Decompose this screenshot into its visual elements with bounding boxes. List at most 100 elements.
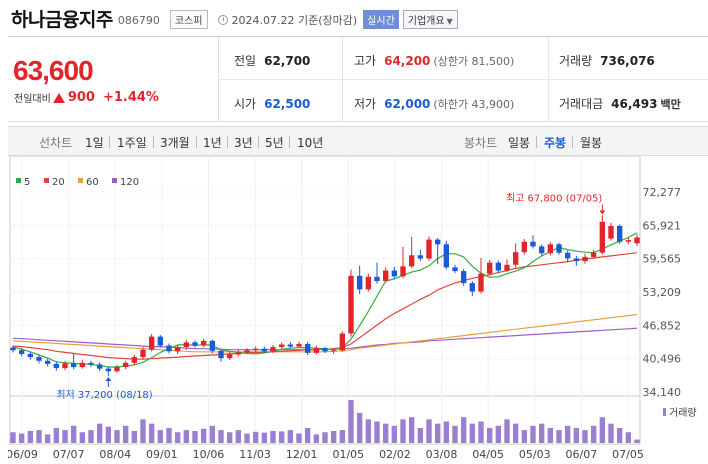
candle-body xyxy=(608,225,614,239)
candle-body xyxy=(634,237,640,244)
volume-label: 거래량 xyxy=(669,407,697,419)
reference-date: 2024.07.22 기준(장마감) xyxy=(231,13,358,27)
volume-bar xyxy=(278,431,285,443)
legend-item: 120 xyxy=(120,177,139,188)
company-info-dropdown[interactable]: 기업개요 ▼ xyxy=(402,10,458,29)
candle-body xyxy=(460,271,467,284)
candle-body xyxy=(486,262,493,274)
volume-bar xyxy=(495,425,502,443)
legend-item: 60 xyxy=(86,177,99,188)
candle-body xyxy=(148,336,155,350)
volume-bar xyxy=(96,423,103,443)
volume-bar xyxy=(512,423,519,443)
volume-bar xyxy=(88,430,94,443)
candle-body xyxy=(244,350,250,353)
candle-body xyxy=(564,252,571,259)
company-info-label: 기업개요 xyxy=(407,16,445,27)
amount-unit: 백만 xyxy=(660,97,681,111)
x-tick-label: 07/07 xyxy=(53,448,85,461)
tab-3y[interactable]: 3년 xyxy=(234,136,253,150)
volume-bar xyxy=(365,419,372,443)
candle-body xyxy=(582,256,588,262)
candle-body xyxy=(313,348,320,353)
volume-bar xyxy=(10,432,16,443)
stat-value: 736,076 xyxy=(600,53,655,68)
tab-daily[interactable]: 일봉 xyxy=(508,136,531,150)
x-tick-label: 08/04 xyxy=(99,448,131,461)
candle-body xyxy=(330,350,337,352)
candle-body xyxy=(105,368,112,372)
volume-bar xyxy=(79,432,86,443)
divider xyxy=(196,136,197,148)
x-tick-label: 06/09 xyxy=(8,448,38,461)
stat-volume: 거래량 736,076 xyxy=(559,52,655,69)
stock-name: 하나금융지주 xyxy=(11,8,113,31)
tab-1y[interactable]: 1년 xyxy=(203,136,222,150)
candle-body xyxy=(18,350,25,354)
low-arrow-head xyxy=(105,376,112,381)
volume-bar xyxy=(270,430,276,443)
volume-bar xyxy=(530,425,536,443)
x-tick-label: 07/05 xyxy=(612,448,644,461)
candle-body xyxy=(192,342,198,346)
volume-bar xyxy=(486,427,493,443)
stock-header: 하나금융지주 086790 코스피 2024.07.22 기준(장마감) 실시간… xyxy=(0,0,708,36)
volume-bar xyxy=(426,419,432,443)
stat-label: 저가 xyxy=(354,97,377,111)
chart-period-tabs: 선차트 1일 1주일 3개월 1년 3년 5년 10년 봉차트 일봉 주봉 월봉 xyxy=(8,126,708,156)
legend-swatch xyxy=(112,178,117,183)
stat-label: 거래량 xyxy=(559,54,593,68)
candle-body xyxy=(235,352,242,355)
candle-body xyxy=(200,340,207,346)
volume-bar xyxy=(339,430,346,443)
stat-label: 시가 xyxy=(234,97,257,111)
x-tick-label: 09/01 xyxy=(146,448,178,461)
tab-3m[interactable]: 3개월 xyxy=(160,136,190,150)
tab-monthly[interactable]: 월봉 xyxy=(580,136,603,150)
stock-chart[interactable]: 72,277 65,921 59,565 53,209 46,852 40,496 34,1… xyxy=(8,156,708,464)
tab-1d[interactable]: 1일 xyxy=(85,136,104,150)
candle-body xyxy=(556,244,562,253)
candle-body xyxy=(322,348,328,352)
candle-body xyxy=(625,240,632,242)
candle-body xyxy=(261,348,268,352)
divider xyxy=(219,79,708,80)
x-tick-label: 04/05 xyxy=(472,448,504,461)
stat-value: 62,000 xyxy=(384,96,431,111)
candle-body xyxy=(391,270,398,277)
stat-label: 거래대금 xyxy=(559,97,604,111)
volume-legend-swatch xyxy=(663,408,666,416)
candle-body xyxy=(374,276,380,282)
volume-bar xyxy=(235,430,242,443)
candle-body xyxy=(226,354,233,359)
current-price: 63,600 xyxy=(13,55,94,86)
candle-body xyxy=(504,264,510,271)
volume-bar xyxy=(469,423,476,443)
realtime-button[interactable]: 실시간 xyxy=(363,10,399,29)
volume-bar xyxy=(408,417,415,443)
volume-bar xyxy=(538,423,545,443)
candle-body xyxy=(590,252,597,257)
ma60-line xyxy=(12,314,638,353)
volume-bar xyxy=(304,427,311,443)
volume-bar xyxy=(114,430,120,443)
tab-5y[interactable]: 5년 xyxy=(265,136,284,150)
stat-value: 62,500 xyxy=(264,96,311,111)
divider xyxy=(153,136,154,148)
candle-body xyxy=(183,342,190,348)
stat-value: 62,700 xyxy=(264,53,311,68)
tab-weekly[interactable]: 주봉 xyxy=(544,136,567,150)
divider xyxy=(109,136,110,148)
tab-10y[interactable]: 10년 xyxy=(297,136,324,150)
volume-bar xyxy=(105,426,112,443)
candle-body xyxy=(209,340,216,351)
volume-bar xyxy=(556,430,562,443)
tab-1w[interactable]: 1주일 xyxy=(117,136,147,150)
price-summary: 63,600 전일대비 900 +1.44% 전일 62,700 고가 64,2… xyxy=(8,36,708,122)
volume-bar xyxy=(348,400,354,443)
candle-body xyxy=(443,244,450,268)
volume-bar xyxy=(322,432,328,443)
x-tick-label: 02/02 xyxy=(379,448,411,461)
volume-bar xyxy=(36,430,42,443)
candle-body xyxy=(53,363,60,369)
